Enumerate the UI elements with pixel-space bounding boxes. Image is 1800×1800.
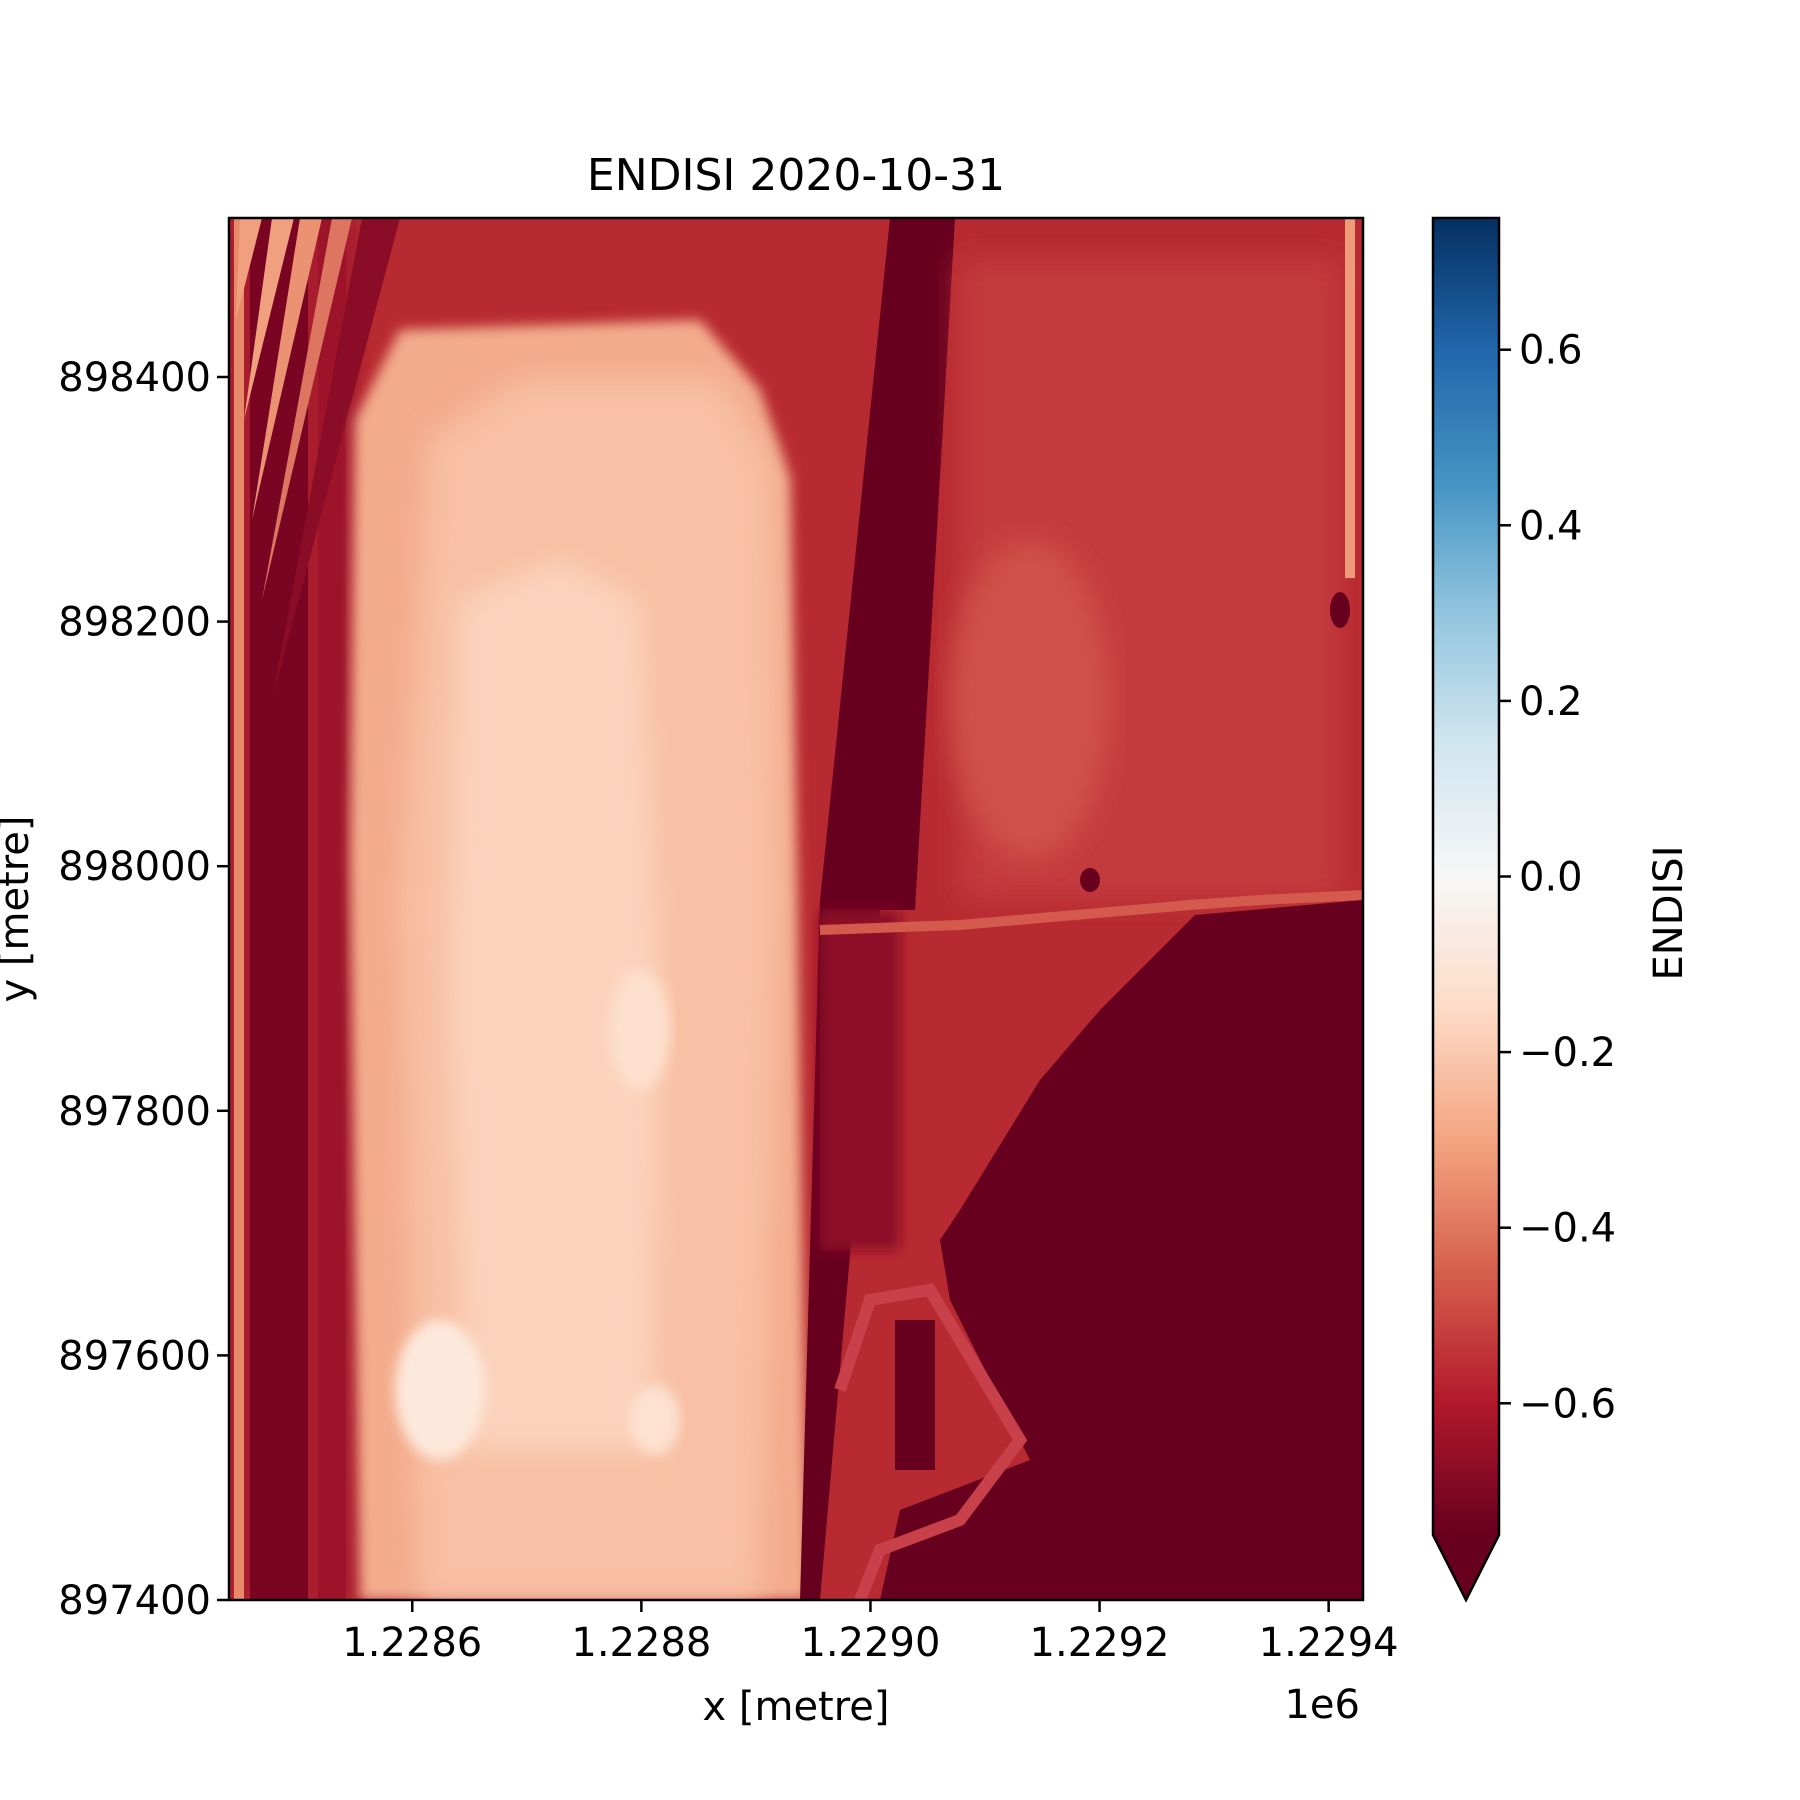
colorbar-tick-label: 0.4 (1519, 503, 1583, 549)
plot-area-frame (227, 216, 1365, 1602)
y-tick-label: 898200 (58, 600, 211, 646)
colorbar-tick-label: 0.6 (1519, 328, 1583, 374)
colorbar-tick-label: −0.6 (1519, 1381, 1616, 1427)
y-tick-label: 898000 (58, 844, 211, 890)
colorbar-label: ENDISI (1646, 846, 1692, 981)
colorbar: 0.6 0.4 0.2 0.0 −0.2 −0.4 −0.6 ENDISI (1431, 216, 1692, 1603)
x-tick-label: 1.2292 (1030, 1620, 1170, 1666)
y-tick-label: 897400 (58, 1578, 211, 1624)
y-tick-label: 898400 (58, 355, 211, 401)
colorbar-frame (1431, 216, 1501, 1603)
colorbar-tick-label: −0.4 (1519, 1206, 1616, 1252)
x-axis-offset-label: 1e6 (1284, 1682, 1360, 1728)
x-axis-label: x [metre] (702, 1684, 889, 1730)
x-tick-label: 1.2294 (1259, 1620, 1399, 1666)
chart-title: ENDISI 2020-10-31 (587, 150, 1005, 201)
y-tick-label: 897600 (58, 1333, 211, 1379)
x-tick-label: 1.2288 (571, 1620, 711, 1666)
colorbar-tick-label: 0.0 (1519, 855, 1583, 901)
heatmap-raster (229, 218, 1363, 1600)
y-axis-label: y [metre] (0, 815, 38, 1002)
colorbar-gradient (1433, 218, 1499, 1535)
y-axis: 897400 897600 897800 898000 898200 898400 (58, 355, 229, 1624)
x-tick-label: 1.2286 (342, 1620, 482, 1666)
colorbar-ticks: 0.6 0.4 0.2 0.0 −0.2 −0.4 −0.6 (1499, 328, 1616, 1427)
x-tick-label: 1.2290 (800, 1620, 940, 1666)
y-tick-label: 897800 (58, 1089, 211, 1135)
colorbar-tick-label: −0.2 (1519, 1030, 1616, 1076)
x-axis: 1.2286 1.2288 1.2290 1.2292 1.2294 (342, 1600, 1399, 1666)
colorbar-extend-arrow (1433, 1535, 1499, 1600)
colorbar-tick-label: 0.2 (1519, 679, 1583, 725)
